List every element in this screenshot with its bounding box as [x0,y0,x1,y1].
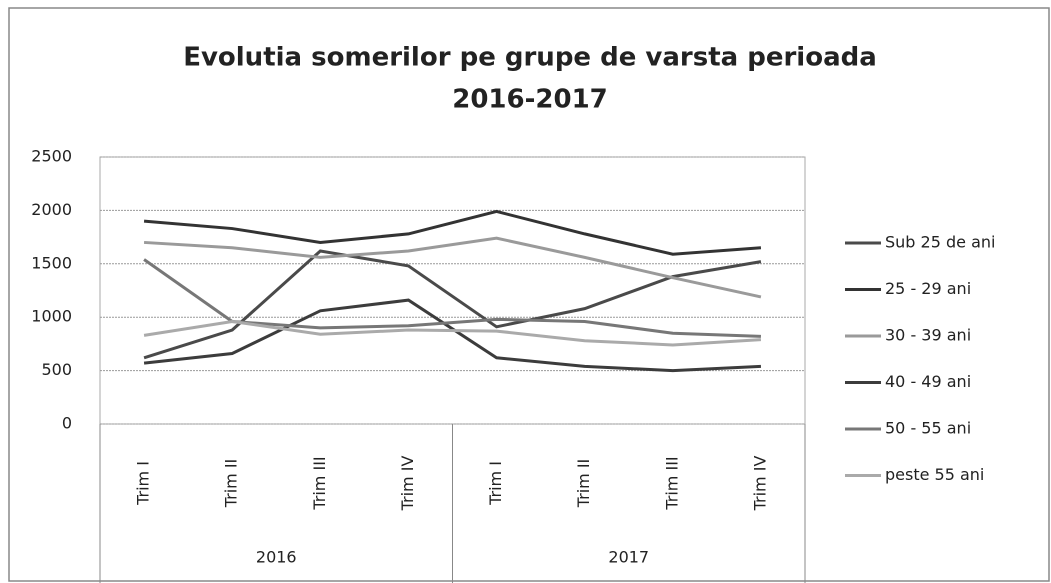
y-tick-label: 1500 [31,253,72,272]
x-tick-label: Trim II [574,459,593,509]
y-tick-label: 2500 [31,147,72,166]
x-tick-label: Trim IV [398,456,417,512]
line-series [143,319,762,347]
group-label: 2016 [256,548,297,567]
legend-label: 50 - 55 ani [885,419,971,438]
group-label: 2017 [608,548,649,567]
x-tick-label: Trim I [486,461,505,506]
line-series [143,298,762,373]
legend-label: 25 - 29 ani [885,279,971,298]
x-tick-label: Trim IV [750,456,769,512]
plot-area [99,156,806,425]
y-tick-label: 2000 [31,200,72,219]
x-tick-label: Trim I [134,461,153,506]
chart-title: 2016-2017 [452,85,608,115]
legend-label: 30 - 39 ani [885,326,971,345]
y-tick-label: 500 [41,360,72,379]
line-series [143,249,762,360]
line-series [143,209,762,256]
legend-label: peste 55 ani [885,465,984,484]
y-tick-label: 0 [62,414,72,433]
x-tick-label: Trim II [222,459,241,509]
y-tick-label: 1000 [31,307,72,326]
line-series [143,236,762,299]
legend-label: 40 - 49 ani [885,372,971,391]
legend-label: Sub 25 de ani [885,233,995,252]
x-tick-label: Trim III [662,456,681,510]
chart-border [8,7,1050,582]
x-tick-label: Trim III [310,456,329,510]
chart-title: Evolutia somerilor pe grupe de varsta pe… [183,43,877,73]
